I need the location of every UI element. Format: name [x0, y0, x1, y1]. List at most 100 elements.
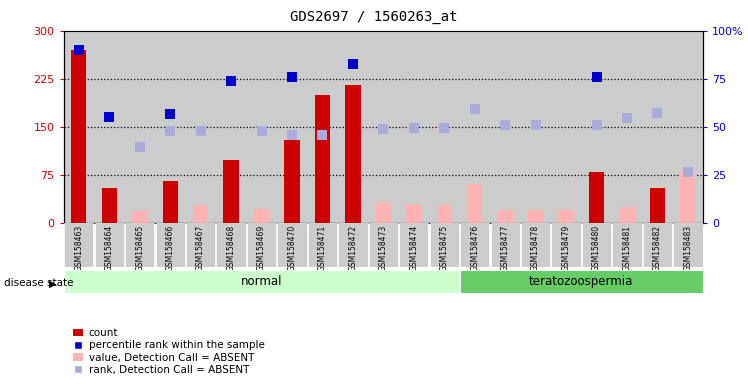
FancyBboxPatch shape [95, 223, 124, 267]
Text: GSM158483: GSM158483 [684, 225, 693, 271]
Bar [497, 210, 513, 223]
Text: GDS2697 / 1560263_at: GDS2697 / 1560263_at [290, 10, 458, 23]
Text: GSM158476: GSM158476 [470, 225, 479, 271]
Point [134, 144, 146, 150]
FancyBboxPatch shape [247, 223, 276, 267]
Point [316, 132, 328, 138]
Point [590, 74, 602, 80]
FancyBboxPatch shape [278, 223, 307, 267]
Bar [162, 181, 178, 223]
Point [621, 115, 633, 121]
Bar [612, 31, 643, 223]
Bar [528, 210, 543, 223]
FancyBboxPatch shape [521, 223, 551, 267]
Bar [521, 31, 551, 223]
FancyBboxPatch shape [460, 223, 489, 267]
Bar [672, 31, 703, 223]
Bar [551, 31, 581, 223]
FancyBboxPatch shape [399, 223, 429, 267]
FancyBboxPatch shape [491, 223, 520, 267]
Text: GSM158464: GSM158464 [105, 225, 114, 271]
Bar [71, 50, 87, 223]
Bar [155, 31, 186, 223]
FancyBboxPatch shape [551, 223, 580, 267]
Bar [650, 187, 665, 223]
Bar [619, 207, 634, 223]
FancyBboxPatch shape [369, 223, 398, 267]
Bar [643, 31, 672, 223]
Point [103, 114, 115, 120]
Bar [375, 202, 391, 223]
Point [256, 128, 268, 134]
Point [194, 128, 206, 134]
Bar [254, 209, 269, 223]
Bar [581, 31, 612, 223]
Bar [246, 31, 277, 223]
Bar [216, 31, 246, 223]
Point [286, 132, 298, 138]
FancyBboxPatch shape [216, 223, 245, 267]
Text: disease state: disease state [4, 278, 73, 288]
Bar [399, 31, 429, 223]
Bar [224, 160, 239, 223]
Bar [284, 139, 300, 223]
Bar [307, 31, 337, 223]
Text: GSM158469: GSM158469 [257, 225, 266, 271]
FancyBboxPatch shape [64, 223, 94, 267]
Point [438, 125, 450, 131]
Text: ▶: ▶ [49, 278, 56, 288]
Text: normal: normal [241, 275, 282, 288]
FancyBboxPatch shape [429, 223, 459, 267]
Text: GSM158480: GSM158480 [592, 225, 601, 271]
Text: GSM158474: GSM158474 [409, 225, 418, 271]
Bar [193, 205, 208, 223]
Text: GSM158470: GSM158470 [287, 225, 296, 271]
Bar [102, 187, 117, 223]
Bar [186, 31, 216, 223]
Legend: count, percentile rank within the sample, value, Detection Call = ABSENT, rank, : count, percentile rank within the sample… [69, 324, 269, 379]
Text: GSM158479: GSM158479 [562, 225, 571, 271]
Point [164, 111, 177, 117]
Text: GSM158475: GSM158475 [440, 225, 449, 271]
Point [499, 122, 511, 128]
Point [530, 122, 542, 128]
Bar [429, 31, 459, 223]
Text: GSM158467: GSM158467 [196, 225, 205, 271]
Text: GSM158466: GSM158466 [165, 225, 175, 271]
Text: GSM158478: GSM158478 [531, 225, 540, 271]
Text: GSM158465: GSM158465 [135, 225, 144, 271]
Point [469, 106, 481, 112]
Point [408, 125, 420, 131]
Bar [368, 31, 399, 223]
Point [682, 169, 694, 175]
Text: GSM158482: GSM158482 [653, 225, 662, 271]
Point [73, 47, 85, 53]
Text: GSM158471: GSM158471 [318, 225, 327, 271]
Point [164, 128, 177, 134]
Text: GSM158463: GSM158463 [74, 225, 83, 271]
Bar [559, 210, 574, 223]
FancyBboxPatch shape [673, 223, 702, 267]
Bar [346, 85, 361, 223]
FancyBboxPatch shape [64, 270, 459, 293]
Bar [94, 31, 124, 223]
Bar [680, 172, 696, 223]
Bar [589, 172, 604, 223]
FancyBboxPatch shape [643, 223, 672, 267]
Bar [406, 204, 421, 223]
Bar [132, 211, 147, 223]
Bar [467, 184, 482, 223]
Text: GSM158468: GSM158468 [227, 225, 236, 271]
Text: GSM158477: GSM158477 [500, 225, 509, 271]
FancyBboxPatch shape [613, 223, 642, 267]
Point [347, 61, 359, 67]
Point [590, 122, 602, 128]
FancyBboxPatch shape [460, 270, 702, 293]
Bar [315, 95, 330, 223]
Bar [459, 31, 490, 223]
Bar [277, 31, 307, 223]
Bar [337, 31, 368, 223]
Point [286, 74, 298, 80]
FancyBboxPatch shape [125, 223, 154, 267]
FancyBboxPatch shape [338, 223, 367, 267]
